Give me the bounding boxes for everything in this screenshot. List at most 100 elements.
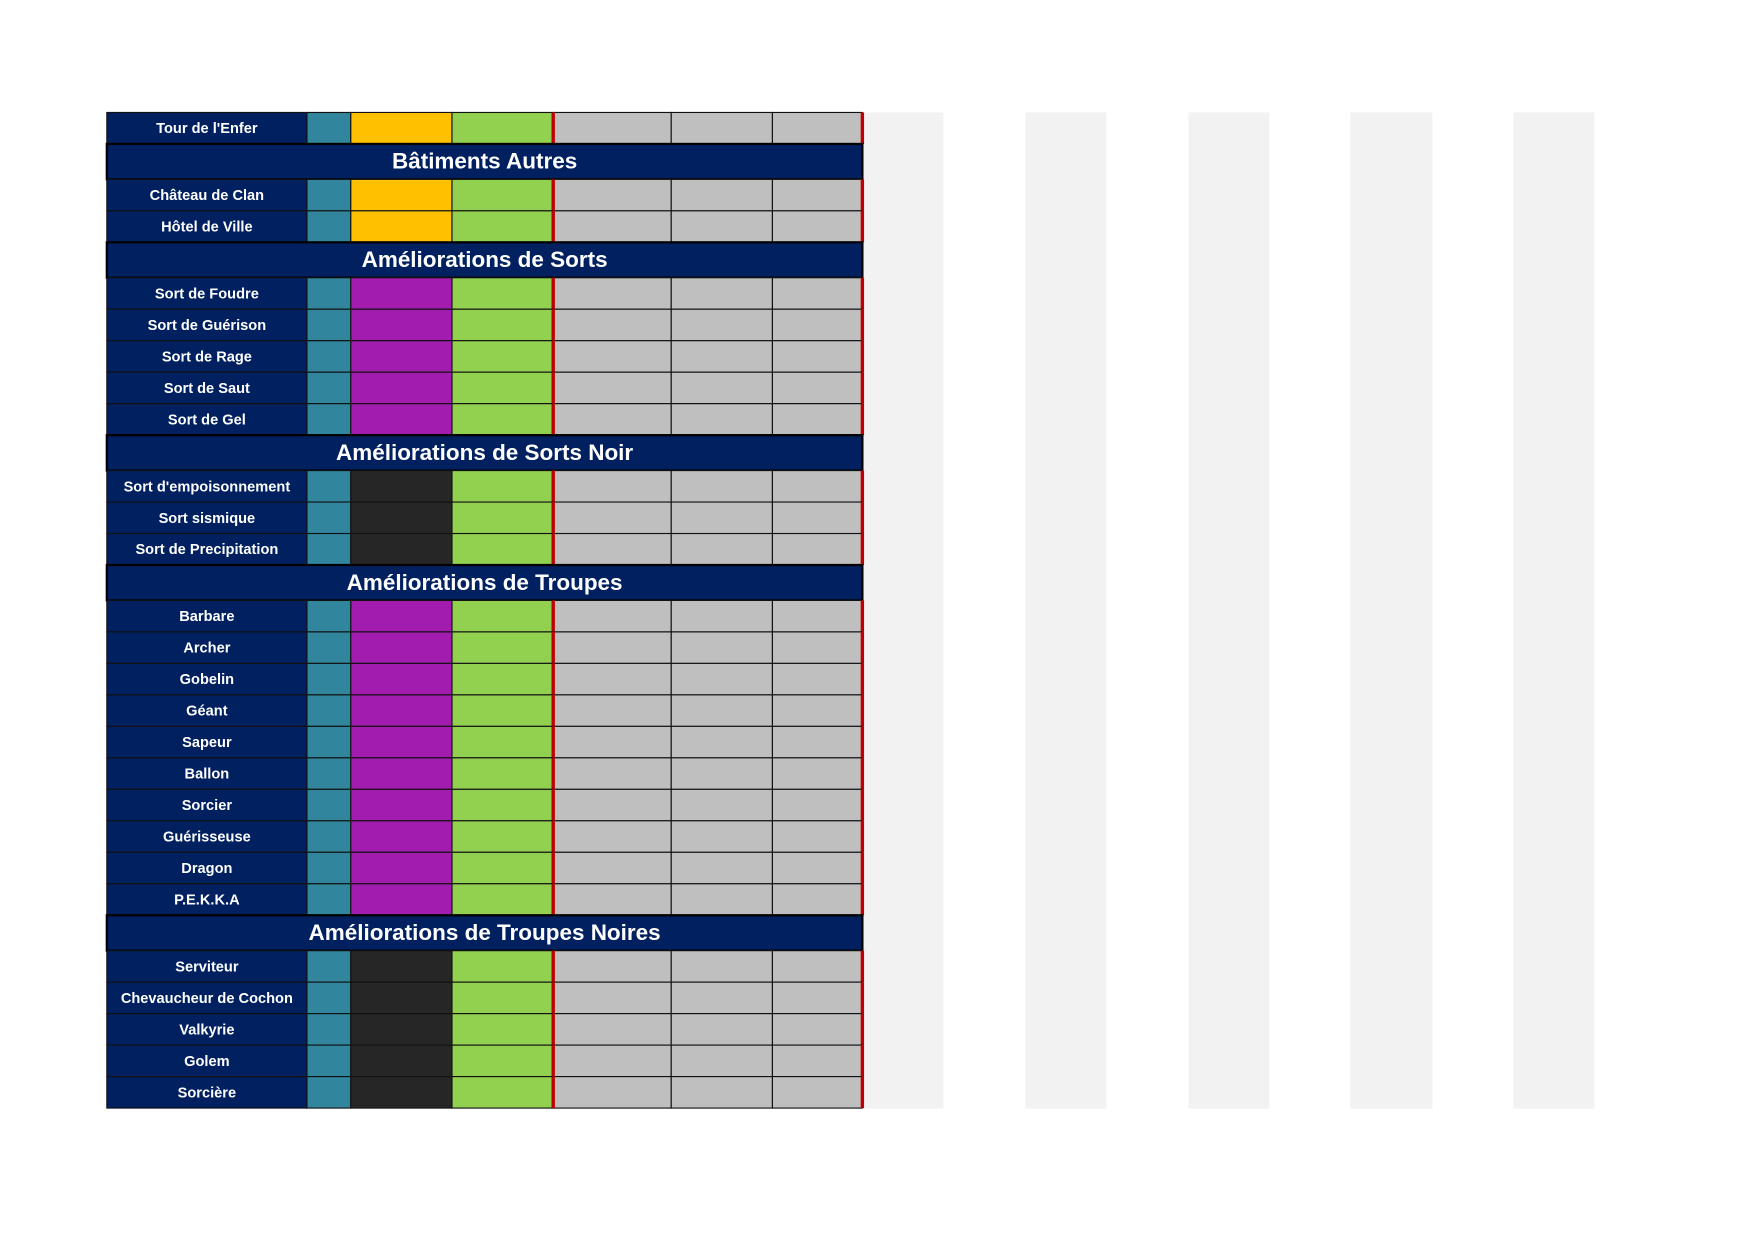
cell — [771, 308, 863, 342]
cell — [106, 883, 308, 916]
cell — [451, 210, 554, 243]
cell — [106, 532, 308, 566]
row-label: Géant — [186, 704, 228, 720]
cell — [106, 277, 308, 310]
cell — [771, 1076, 863, 1109]
cell — [451, 470, 554, 503]
cell — [552, 1076, 672, 1109]
cell — [350, 631, 453, 664]
section-title: Améliorations de Sorts Noir — [336, 440, 633, 465]
row-label: Hôtel de Ville — [161, 220, 252, 236]
cell — [306, 662, 352, 696]
cell — [670, 470, 773, 503]
cell — [552, 111, 672, 145]
section-header — [105, 434, 864, 472]
cell — [451, 403, 554, 436]
cell — [106, 371, 308, 405]
cell — [771, 851, 863, 885]
cell — [451, 694, 554, 727]
cell — [306, 210, 352, 243]
cell — [670, 178, 773, 212]
cell — [670, 725, 773, 759]
cell — [306, 501, 352, 535]
cell — [106, 210, 308, 243]
cell — [552, 631, 672, 664]
cell — [451, 178, 554, 212]
cell — [350, 981, 453, 1015]
cell — [670, 757, 773, 790]
cell — [350, 532, 453, 566]
cell — [350, 1076, 453, 1109]
row-label: Gobelin — [180, 672, 234, 688]
cell — [771, 532, 863, 566]
cell — [670, 788, 773, 822]
cell — [670, 403, 773, 436]
cell — [451, 981, 554, 1015]
cell — [306, 308, 352, 342]
row-label: Sort sismique — [159, 511, 256, 527]
cell — [771, 111, 863, 145]
cell — [771, 631, 863, 664]
cell — [306, 883, 352, 916]
cell — [670, 340, 773, 373]
cell — [670, 501, 773, 535]
cell — [670, 111, 773, 145]
stripe — [1350, 112, 1433, 1109]
cell — [350, 178, 453, 212]
cell — [350, 371, 453, 405]
stripe — [1513, 112, 1595, 1109]
cell — [771, 694, 863, 727]
cell — [552, 277, 672, 310]
cell — [771, 470, 863, 503]
cell — [552, 178, 672, 212]
cell — [306, 1044, 352, 1078]
cell — [106, 178, 308, 212]
row-label: Ballon — [185, 767, 230, 783]
cell — [670, 820, 773, 853]
cell — [306, 694, 352, 727]
cell — [451, 1044, 554, 1078]
cell — [306, 950, 352, 983]
cell — [552, 470, 672, 503]
stripes — [862, 112, 1595, 1109]
cell — [771, 757, 863, 790]
cell — [306, 1013, 352, 1046]
cell — [350, 851, 453, 885]
row-label: Dragon — [181, 861, 232, 877]
cell — [552, 1013, 672, 1046]
cell — [306, 470, 352, 503]
cell — [771, 178, 863, 212]
row-label: Sort d'empoisonnement — [124, 479, 291, 495]
cell — [552, 210, 672, 243]
row-label: Château de Clan — [150, 188, 265, 204]
cell — [670, 950, 773, 983]
cell — [350, 210, 453, 243]
cell — [552, 532, 672, 566]
cell — [106, 725, 308, 759]
cell — [670, 277, 773, 310]
cell — [451, 1076, 554, 1109]
row-label: Sort de Rage — [162, 349, 252, 365]
cell — [350, 403, 453, 436]
cell — [306, 178, 352, 212]
stripe — [1025, 112, 1107, 1109]
row-label: Guérisseuse — [163, 830, 251, 846]
cell — [451, 851, 554, 885]
cell — [106, 403, 308, 436]
cell — [350, 277, 453, 310]
cell — [670, 883, 773, 916]
cell — [771, 599, 863, 633]
row-label: Tour de l'Enfer — [156, 121, 258, 137]
cell — [670, 371, 773, 405]
cell — [350, 501, 453, 535]
cell — [552, 662, 672, 696]
cell — [771, 788, 863, 822]
cell — [106, 308, 308, 342]
section-title: Améliorations de Troupes — [347, 570, 623, 595]
cell — [552, 340, 672, 373]
cell — [106, 501, 308, 535]
cell — [552, 501, 672, 535]
cell — [552, 981, 672, 1015]
cell — [552, 725, 672, 759]
row-label: Sorcier — [182, 798, 233, 814]
